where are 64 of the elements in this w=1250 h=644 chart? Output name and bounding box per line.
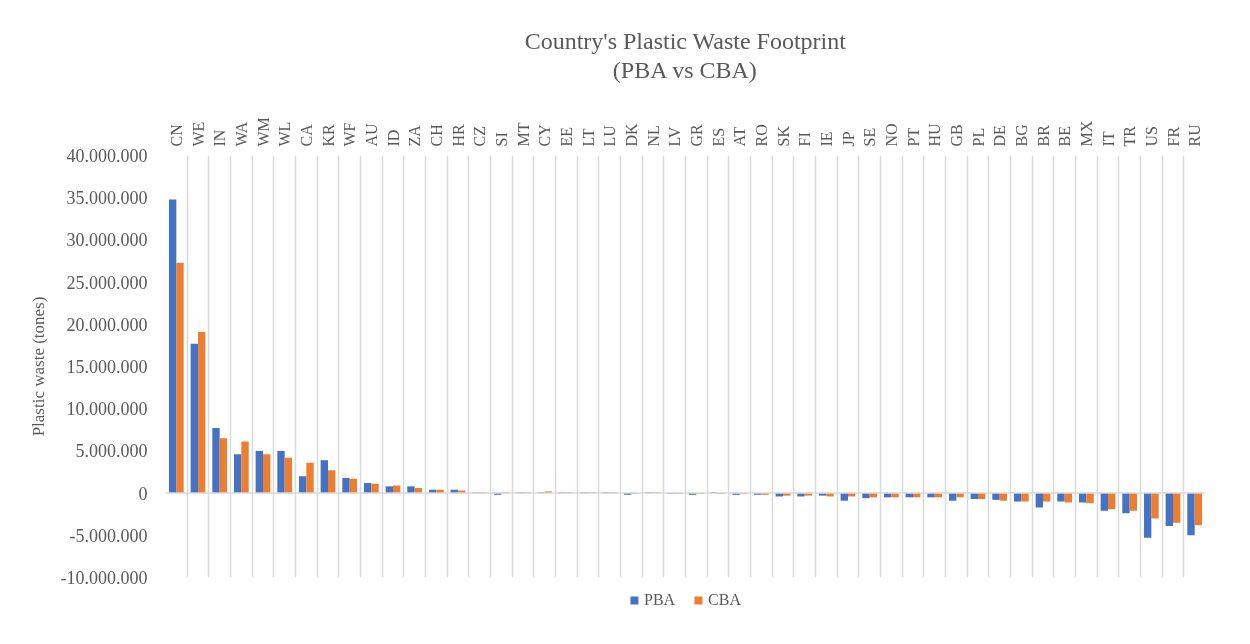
x-tick-label: WF <box>341 122 359 147</box>
x-tick-label: CY <box>536 123 554 147</box>
y-tick-label: 35.000.000 <box>66 188 148 209</box>
y-tick-label: 40.000.000 <box>66 146 148 166</box>
y-tick-label: 30.000.000 <box>66 230 148 251</box>
x-tick-label: CN <box>167 123 185 147</box>
x-tick-label: CZ <box>471 126 489 147</box>
x-tick-label: RO <box>752 124 770 147</box>
legend-label: CBA <box>708 591 742 609</box>
y-tick-label: -10.000.000 <box>60 568 148 588</box>
x-tick-label: ID <box>384 129 402 147</box>
x-tick-label: TR <box>1121 125 1139 147</box>
x-tick-label: EE <box>557 126 575 147</box>
x-tick-label: BE <box>1056 126 1074 147</box>
x-tick-label: DE <box>991 125 1009 147</box>
x-tick-label: US <box>1142 126 1160 147</box>
x-tick-label: NL <box>644 125 662 147</box>
y-tick-label: 10.000.000 <box>66 399 148 420</box>
x-tick-label: MX <box>1077 120 1095 147</box>
x-tick-label: FR <box>1164 126 1182 147</box>
chart-title: Country's Plastic Waste Footprint <box>524 27 847 54</box>
x-tick-label: AT <box>731 126 749 147</box>
x-tick-label: SK <box>774 125 792 147</box>
y-tick-label: 25.000.000 <box>66 272 148 293</box>
y-tick-label: 15.000.000 <box>66 357 148 377</box>
x-tick-label: BR <box>1034 124 1052 147</box>
x-tick-label: WM <box>254 117 272 147</box>
x-tick-label: NO <box>882 123 900 147</box>
x-tick-label: WE <box>189 121 207 147</box>
x-tick-label: KR <box>319 123 337 147</box>
x-tick-label: HR <box>449 123 467 147</box>
x-tick-label: LU <box>601 124 619 147</box>
chart-subtitle: (PBA vs CBA) <box>612 56 757 83</box>
x-tick-label: AU <box>362 122 380 147</box>
y-axis-title: Plastic waste (tones) <box>28 296 48 437</box>
x-tick-label: WA <box>232 121 250 147</box>
x-tick-label: MT <box>514 122 532 147</box>
x-tick-label: FI <box>796 132 814 147</box>
x-tick-label: SI <box>492 132 510 147</box>
x-tick-label: PT <box>904 127 922 147</box>
legend-label: PBA <box>643 591 676 609</box>
x-tick-label: LT <box>579 128 597 147</box>
x-tick-label: GR <box>687 123 705 147</box>
x-tick-label: ES <box>709 127 727 147</box>
x-tick-label: LV <box>666 126 684 147</box>
y-tick-label: 0 <box>138 483 148 504</box>
x-tick-label: IN <box>211 129 229 147</box>
x-tick-label: HU <box>926 122 944 147</box>
x-tick-label: PL <box>969 127 987 147</box>
x-tick-label: GB <box>947 124 965 147</box>
x-tick-label: WL <box>276 121 294 147</box>
x-tick-label: JP <box>839 131 857 147</box>
x-tick-label: IT <box>1099 131 1117 147</box>
x-tick-label: CA <box>297 123 315 147</box>
x-tick-label: IE <box>817 131 835 147</box>
x-tick-label: CH <box>427 123 445 147</box>
x-tick-label: ZA <box>406 124 424 147</box>
x-tick-label: RU <box>1186 123 1204 147</box>
x-tick-label: BG <box>1012 123 1030 147</box>
y-tick-label: 5.000.000 <box>75 441 148 462</box>
x-tick-label: DK <box>622 122 640 147</box>
y-tick-label: 20.000.000 <box>66 314 148 335</box>
x-tick-label: SE <box>861 127 879 147</box>
y-tick-label: -5.000.000 <box>69 525 148 546</box>
